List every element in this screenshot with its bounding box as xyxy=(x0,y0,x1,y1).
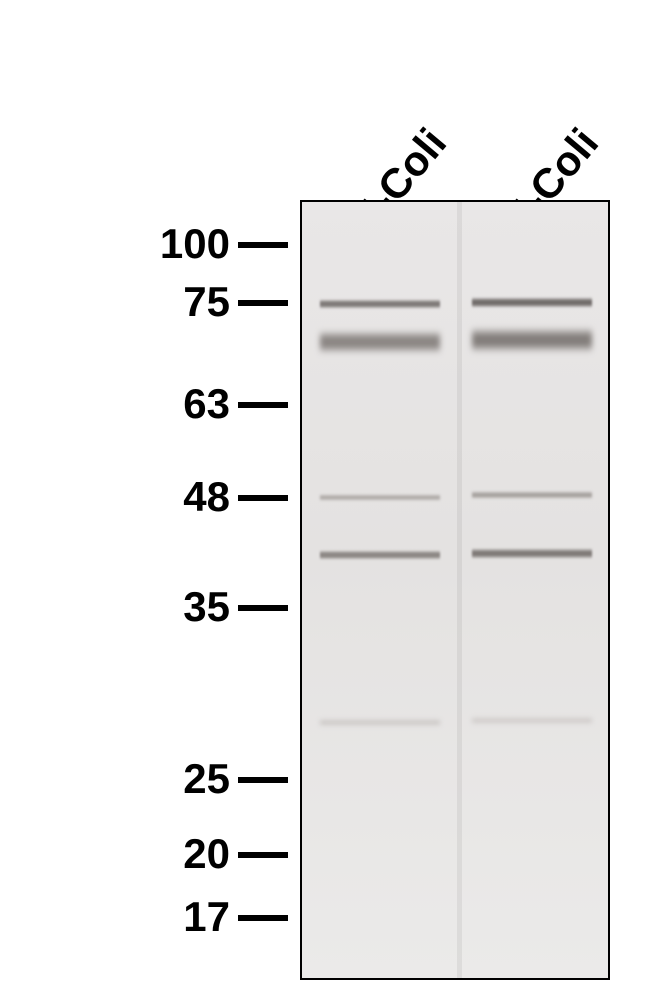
marker-label-75: 75 xyxy=(183,278,230,326)
western-blot-figure: E-Coli E-Coli 10075634835252017 xyxy=(0,0,650,1003)
lane-divider xyxy=(457,202,462,980)
marker-tick-75 xyxy=(238,300,288,306)
marker-tick-100 xyxy=(238,242,288,248)
band-lane1-8 xyxy=(320,719,440,726)
blot-membrane xyxy=(300,200,610,980)
band-lane1-4 xyxy=(320,494,440,501)
band-lane2-7 xyxy=(472,548,592,559)
band-lane2-3 xyxy=(472,327,592,353)
band-lane1-6 xyxy=(320,550,440,560)
marker-tick-35 xyxy=(238,605,288,611)
marker-label-63: 63 xyxy=(183,380,230,428)
band-lane2-5 xyxy=(472,491,592,499)
marker-tick-17 xyxy=(238,915,288,921)
band-lane1-0 xyxy=(320,299,440,309)
band-lane2-9 xyxy=(472,717,592,724)
marker-label-100: 100 xyxy=(160,220,230,268)
marker-label-20: 20 xyxy=(183,830,230,878)
marker-label-48: 48 xyxy=(183,473,230,521)
marker-tick-20 xyxy=(238,852,288,858)
band-lane1-2 xyxy=(320,330,440,354)
marker-tick-25 xyxy=(238,777,288,783)
marker-label-17: 17 xyxy=(183,893,230,941)
marker-label-35: 35 xyxy=(183,583,230,631)
marker-tick-48 xyxy=(238,495,288,501)
marker-tick-63 xyxy=(238,402,288,408)
band-lane2-1 xyxy=(472,297,592,308)
marker-label-25: 25 xyxy=(183,755,230,803)
